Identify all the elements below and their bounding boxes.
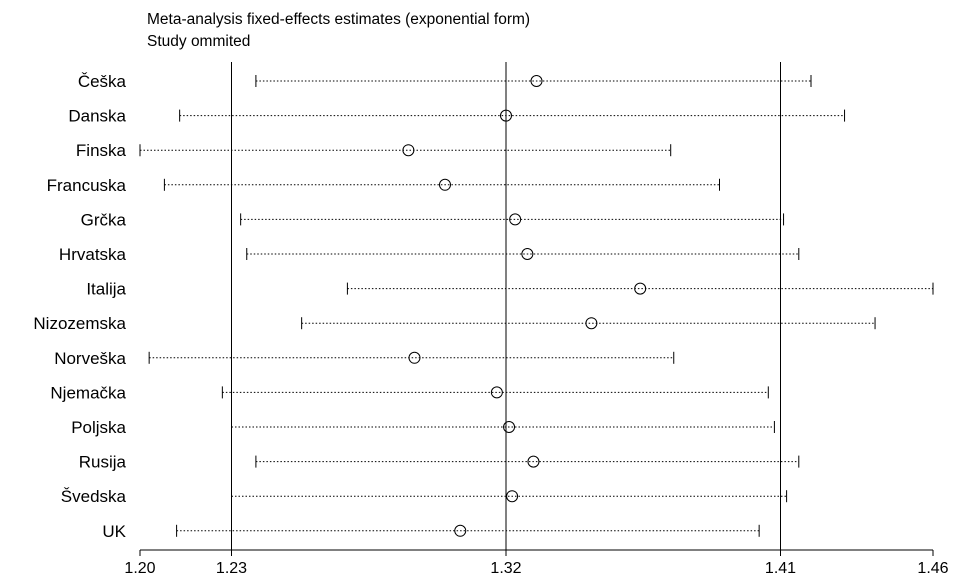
study-label: Češka (78, 72, 127, 91)
point-estimate (439, 178, 451, 191)
study-label: Hrvatska (59, 245, 127, 264)
x-tick-label: 1.20 (124, 560, 155, 575)
study-label: Italija (86, 280, 126, 299)
study-label: Danska (68, 107, 126, 126)
point-estimate (530, 75, 543, 87)
point-estimate (634, 282, 647, 295)
point-estimate (408, 351, 421, 364)
point-estimate (509, 213, 522, 226)
x-tick-label: 1.46 (917, 560, 948, 575)
chart-title-block: Meta-analysis fixed-effects estimates (e… (147, 9, 530, 53)
point-estimate (454, 524, 467, 537)
study-label: Finska (76, 141, 127, 160)
x-tick-label: 1.32 (490, 560, 521, 575)
point-estimate (402, 144, 415, 157)
study-label: UK (102, 522, 126, 541)
study-label: Rusija (79, 453, 127, 472)
study-label: Grčka (81, 210, 127, 229)
study-label: Njemačka (50, 383, 126, 402)
study-label: Nizozemska (33, 314, 126, 333)
point-estimate (527, 455, 540, 468)
study-label: Norveška (54, 349, 126, 368)
point-estimate (500, 109, 512, 122)
study-label: Švedska (61, 487, 127, 506)
chart-title: Meta-analysis fixed-effects estimates (e… (147, 11, 531, 28)
study-label: Poljska (71, 418, 126, 437)
point-estimate (506, 490, 519, 503)
point-estimate (585, 317, 598, 330)
x-tick-label: 1.23 (216, 560, 247, 575)
point-estimate (521, 248, 534, 260)
x-tick-label: 1.41 (765, 560, 796, 575)
point-estimate (503, 421, 516, 433)
point-estimate (490, 386, 503, 399)
chart-subtitle: Study ommited (147, 33, 251, 50)
study-label: Francuska (47, 176, 127, 195)
